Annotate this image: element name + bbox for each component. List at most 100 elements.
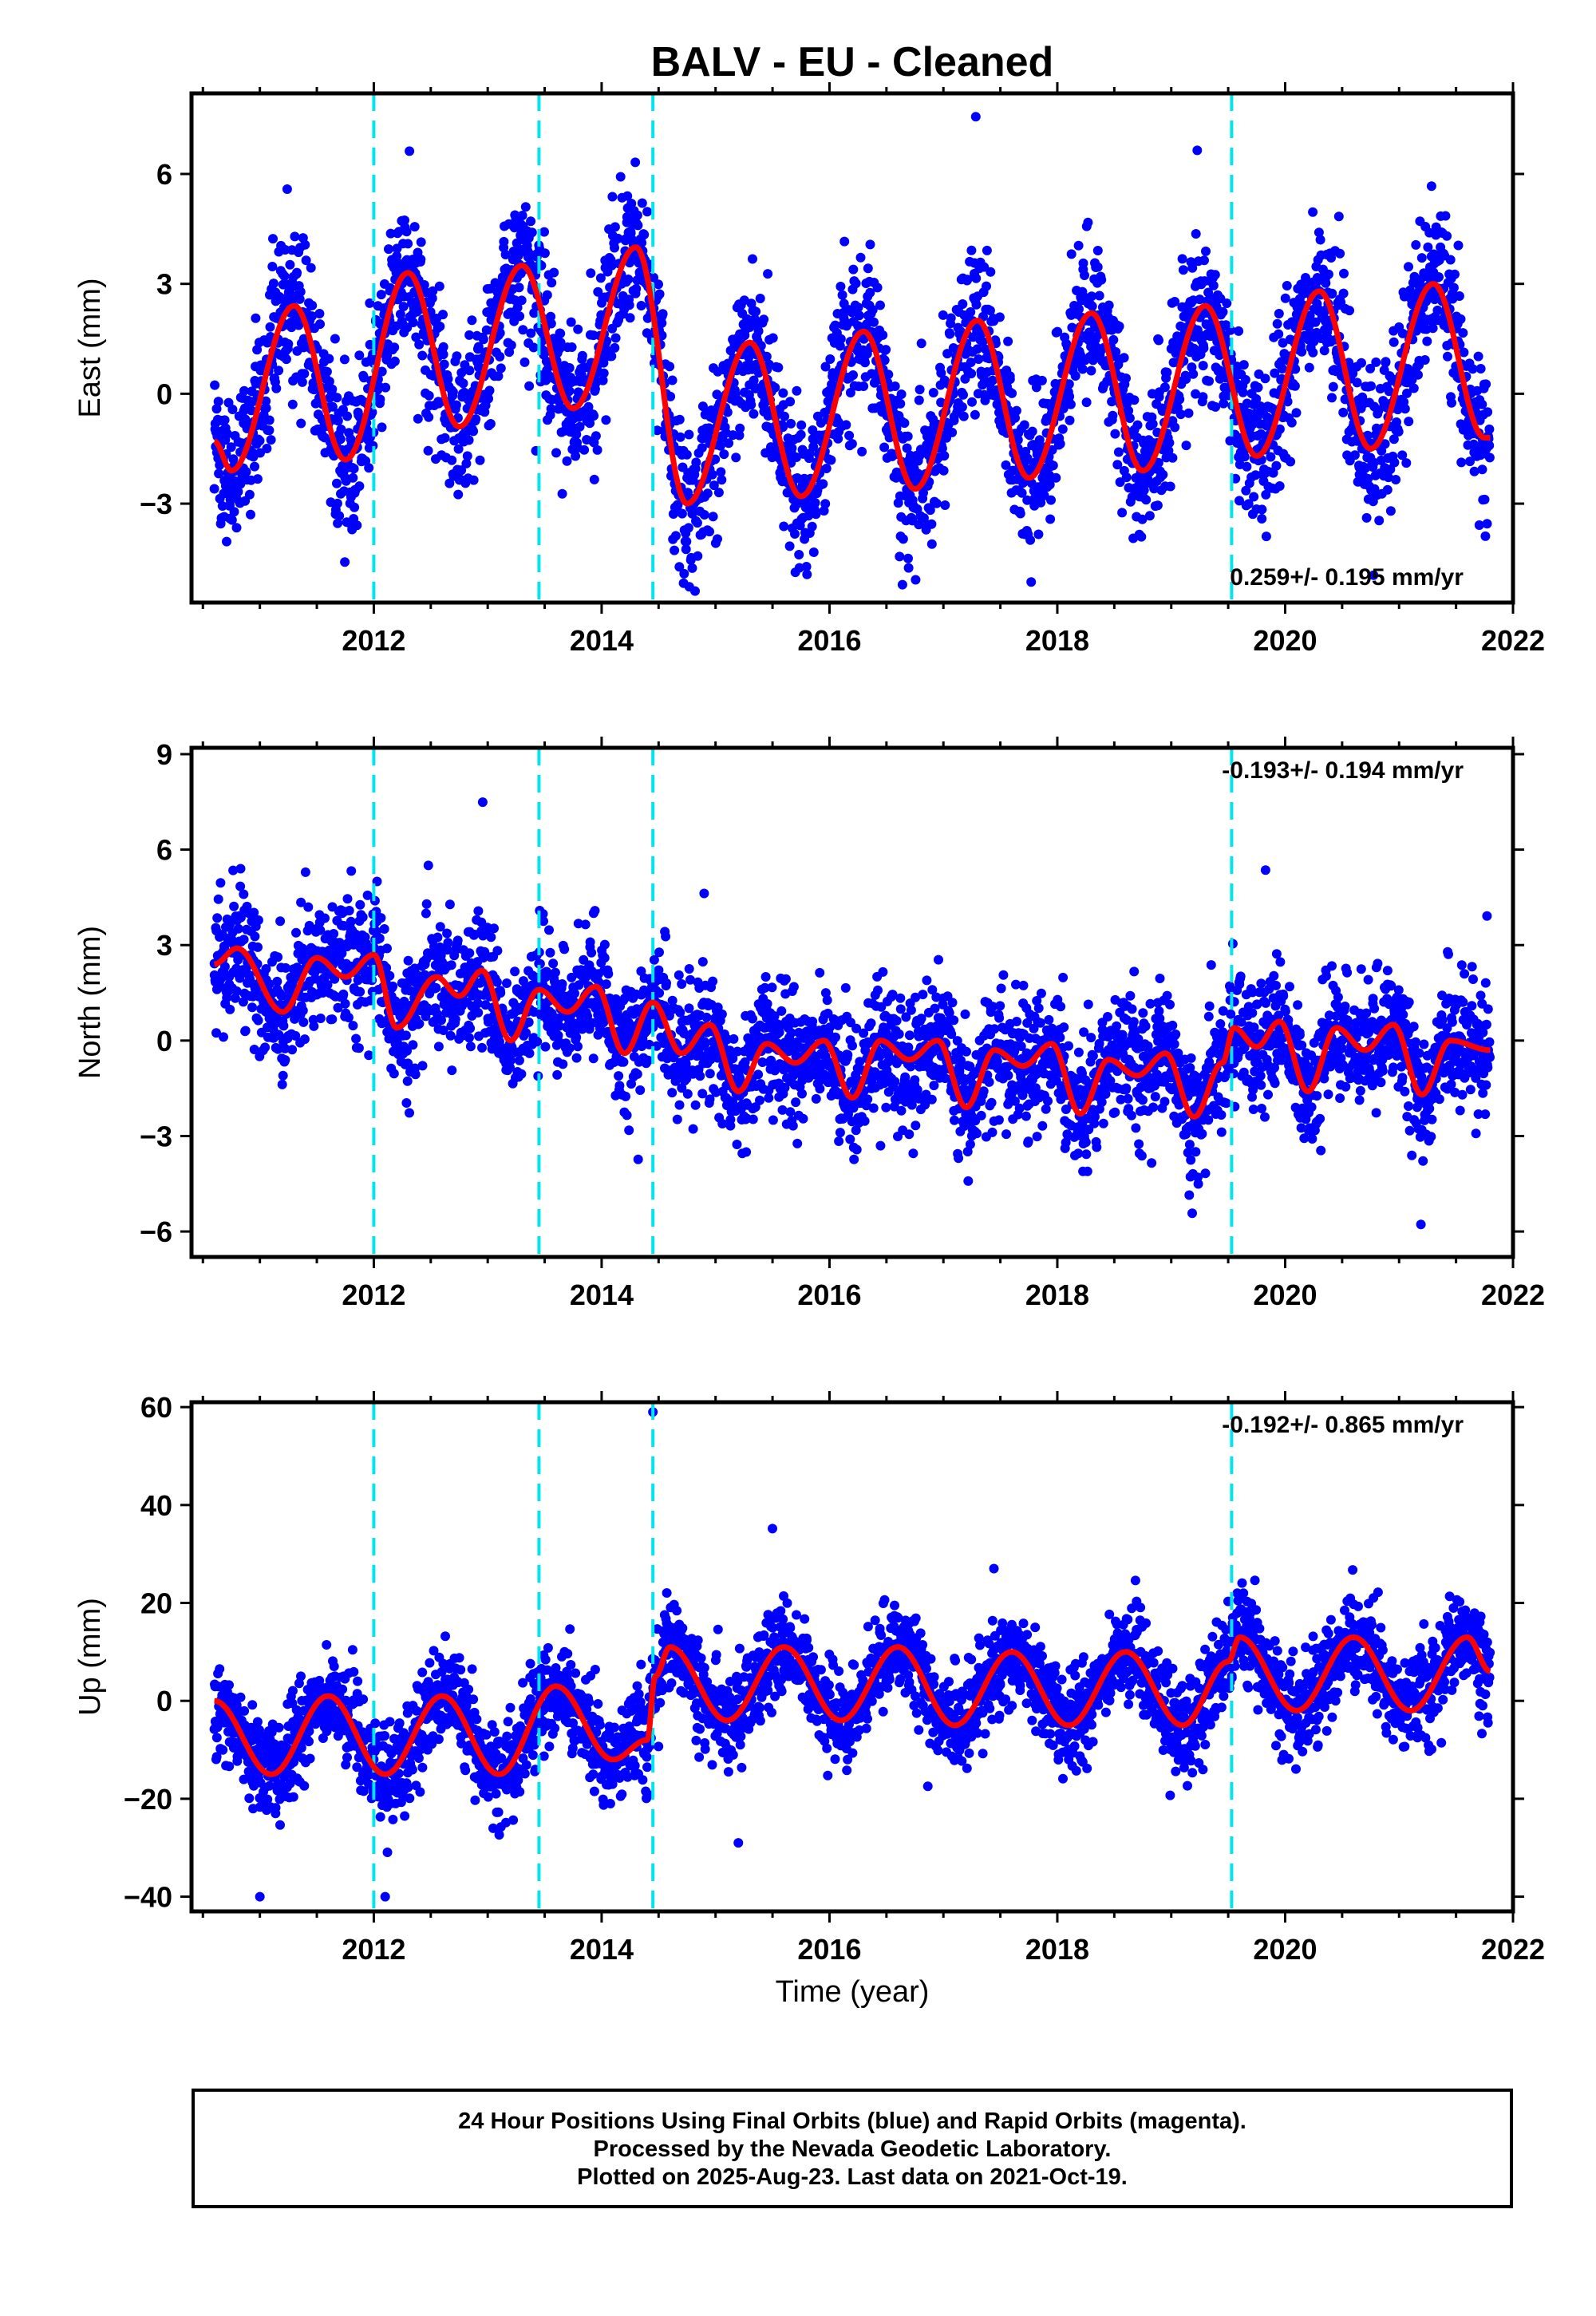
data-point [903, 553, 913, 563]
data-point [633, 1154, 643, 1164]
data-point [1282, 397, 1293, 407]
data-point [532, 1037, 543, 1047]
data-point [502, 978, 512, 988]
data-point [684, 964, 694, 974]
data-point [1066, 249, 1077, 259]
data-point [300, 239, 310, 250]
data-point [697, 1089, 708, 1099]
data-point [1001, 460, 1011, 470]
data-point [515, 311, 525, 322]
data-point [926, 519, 937, 529]
data-point [423, 860, 433, 871]
data-point [486, 932, 496, 943]
data-point [255, 436, 265, 446]
data-point [564, 385, 575, 396]
data-point [519, 357, 530, 367]
data-point [770, 382, 780, 393]
data-point [804, 511, 814, 521]
data-point [1385, 506, 1396, 516]
data-point [298, 1017, 309, 1027]
data-point [402, 1076, 413, 1086]
data-point [1282, 281, 1292, 290]
data-point [274, 366, 284, 376]
data-point [575, 421, 585, 432]
data-point [808, 441, 819, 452]
data-point [859, 381, 869, 391]
data-point [324, 354, 334, 364]
data-point [268, 234, 278, 244]
data-point [986, 267, 996, 277]
data-point [735, 423, 745, 433]
data-point [867, 305, 878, 315]
data-point [751, 306, 761, 317]
data-point [761, 351, 772, 362]
data-point [344, 906, 354, 915]
data-point [1479, 494, 1490, 504]
data-point [863, 263, 873, 274]
data-point [1113, 447, 1124, 457]
data-point [1260, 373, 1270, 384]
data-point [780, 411, 789, 421]
data-point [1112, 460, 1123, 470]
data-point [389, 356, 400, 366]
x-tick-label: 2018 [1025, 624, 1089, 657]
data-point [439, 359, 449, 370]
data-point [670, 545, 680, 555]
data-point [217, 501, 227, 511]
data-point [661, 931, 671, 942]
data-point [1326, 253, 1337, 263]
data-point [1153, 457, 1163, 468]
y-tick-label: −3 [140, 488, 172, 520]
data-point [970, 112, 981, 122]
data-point [778, 388, 788, 398]
data-point [767, 982, 777, 993]
data-point [1249, 492, 1259, 502]
data-point [1175, 409, 1186, 420]
data-point [355, 899, 365, 910]
figure-title: BALV - EU - Cleaned [651, 39, 1054, 85]
data-point [1286, 417, 1297, 428]
data-point [1393, 426, 1404, 437]
data-point [958, 299, 968, 309]
data-point [1253, 382, 1263, 393]
data-point [1110, 429, 1120, 439]
data-point [261, 403, 271, 413]
data-point [1371, 357, 1381, 367]
data-point [670, 531, 681, 541]
data-point [1111, 347, 1121, 357]
data-point [967, 397, 977, 407]
data-point [411, 332, 421, 342]
data-point [692, 518, 702, 528]
data-point [1219, 398, 1229, 409]
data-point [677, 979, 687, 989]
data-point [1413, 370, 1423, 380]
data-point [403, 239, 413, 249]
data-point [299, 1034, 310, 1045]
east-frame [189, 91, 1515, 605]
data-point [546, 404, 556, 414]
data-point [590, 906, 600, 916]
data-point [332, 498, 342, 508]
data-point [777, 1105, 788, 1115]
data-point [286, 322, 297, 333]
data-point [1198, 361, 1208, 371]
data-point [778, 422, 788, 433]
data-point [272, 976, 282, 986]
data-point [264, 415, 275, 425]
data-point [473, 906, 484, 916]
data-point [724, 438, 734, 449]
data-point [550, 977, 559, 986]
data-point [554, 1021, 564, 1031]
data-point [869, 317, 879, 327]
data-point [841, 420, 851, 430]
data-point [571, 451, 581, 461]
data-point [374, 933, 385, 943]
data-point [552, 1069, 563, 1080]
data-point [1270, 368, 1280, 378]
data-point [790, 529, 800, 539]
data-point [1404, 262, 1413, 272]
data-point [658, 309, 668, 319]
velocity-rate-label: 0.259+/- 0.195 mm/yr [1230, 564, 1464, 591]
data-point [405, 146, 415, 156]
data-point [495, 351, 505, 362]
